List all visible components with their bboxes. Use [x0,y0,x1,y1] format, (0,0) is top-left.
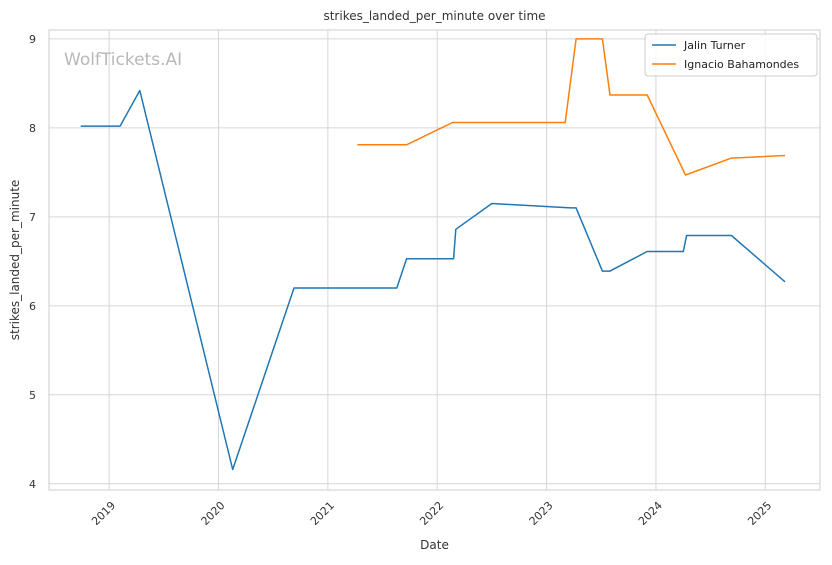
x-tick-label: 2024 [636,499,665,528]
x-tick-label: 2021 [308,499,337,528]
y-tick-label: 7 [29,211,36,224]
grid [49,30,820,490]
watermark-text: WolfTickets.AI [64,50,182,70]
legend: Jalin Turner Ignacio Bahamondes [644,33,818,77]
y-axis-title: strikes_landed_per_minute [8,180,22,341]
series-layer [80,38,786,471]
legend-box [644,33,818,77]
x-tick-label: 2025 [745,499,774,528]
legend-label-ignacio-bahamondes: Ignacio Bahamondes [684,58,799,71]
x-tick-label: 2022 [417,499,446,528]
y-tick-labels: 4 5 6 7 8 9 [29,33,36,491]
y-tick-label: 8 [29,122,36,135]
x-axis-title: Date [420,538,449,552]
series-line-jalin-turner [80,89,786,471]
plot-frame [48,29,821,491]
y-tick-label: 4 [29,478,36,491]
y-tick-label: 5 [29,389,36,402]
x-tick-label: 2020 [199,499,228,528]
y-tick-label: 9 [29,33,36,46]
y-tick-label: 6 [29,300,36,313]
series-line-ignacio-bahamondes [357,38,786,176]
chart-title: strikes_landed_per_minute over time [323,9,545,23]
x-tick-labels: 2019 2020 2021 2022 2023 2024 2025 [89,499,774,528]
x-tick-label: 2019 [89,499,118,528]
x-tick-label: 2023 [527,499,556,528]
legend-label-jalin-turner: Jalin Turner [683,39,746,52]
